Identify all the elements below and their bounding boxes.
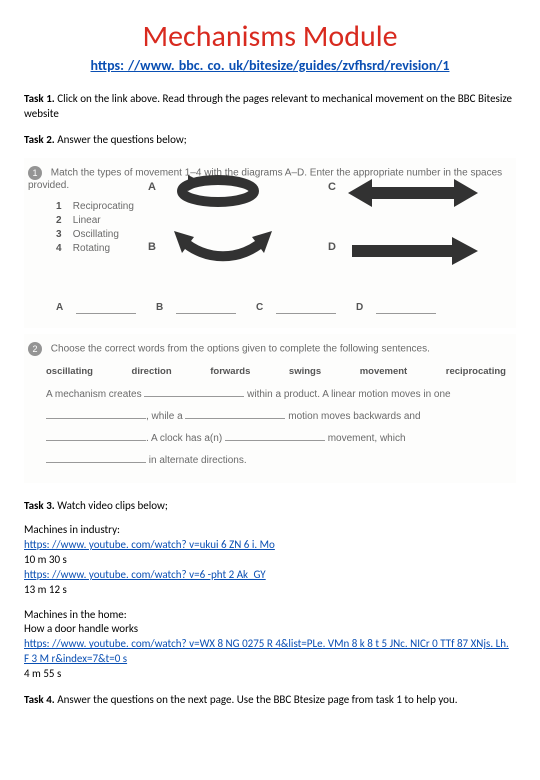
video-home-block: Machines in the home: How a door handle … bbox=[24, 608, 516, 682]
task-4-label: Task 4. bbox=[24, 693, 55, 706]
task-4-text: Answer the questions on the next page. U… bbox=[55, 693, 458, 706]
industry-heading: Machines in industry: bbox=[24, 523, 120, 536]
fill-blank[interactable] bbox=[144, 387, 244, 397]
task-3-text: Watch video clips below; bbox=[55, 499, 168, 512]
diagram-panel: A C B D bbox=[148, 169, 512, 284]
page-title: Mechanisms Module bbox=[24, 18, 516, 55]
task-1-text: Click on the link above. Read through th… bbox=[24, 92, 512, 120]
diagram-a-label: A bbox=[148, 181, 156, 193]
q2-text: Choose the correct words from the option… bbox=[51, 343, 430, 354]
answer-blank[interactable] bbox=[76, 302, 136, 314]
video-industry-block: Machines in industry: https: //www. yout… bbox=[24, 523, 516, 597]
diagram-c-icon bbox=[348, 177, 478, 207]
video-link-1[interactable]: https: //www. youtube. com/watch? v=ukui… bbox=[24, 538, 275, 551]
main-link[interactable]: https: //www. bbc. co. uk/bitesize/guide… bbox=[24, 57, 516, 74]
video-duration: 4 m 55 s bbox=[24, 667, 61, 680]
task-3: Task 3. Watch video clips below; bbox=[24, 499, 516, 514]
answer-blank[interactable] bbox=[376, 302, 436, 314]
fill-blank[interactable] bbox=[225, 431, 325, 441]
task-4: Task 4. Answer the questions on the next… bbox=[24, 693, 516, 708]
answer-blank[interactable] bbox=[276, 302, 336, 314]
task-1: Task 1. Click on the link above. Read th… bbox=[24, 92, 516, 122]
q1-badge: 1 bbox=[28, 166, 42, 180]
answer-blank[interactable] bbox=[176, 302, 236, 314]
q2-badge: 2 bbox=[28, 342, 42, 356]
question-2-block: 2 Choose the correct words from the opti… bbox=[24, 334, 516, 483]
video-duration: 13 m 12 s bbox=[24, 583, 67, 596]
question-1-block: 1 Match the types of movement 1–4 with t… bbox=[24, 158, 516, 328]
video-link-3[interactable]: https: //www. youtube. com/watch? v=WX 8… bbox=[24, 637, 509, 665]
task-2-label: Task 2. bbox=[24, 133, 55, 146]
fill-sentence: in alternate directions. bbox=[46, 451, 512, 470]
diagram-b-icon bbox=[168, 231, 278, 271]
fill-sentence: , while a motion moves backwards and bbox=[46, 407, 512, 426]
diagram-d-icon bbox=[348, 235, 478, 265]
diagram-a-icon bbox=[168, 171, 268, 211]
fill-blank[interactable] bbox=[46, 431, 146, 441]
fill-blank[interactable] bbox=[185, 409, 285, 419]
task-3-label: Task 3. bbox=[24, 499, 55, 512]
task-2-text: Answer the questions below; bbox=[55, 133, 187, 146]
fill-blank[interactable] bbox=[46, 453, 146, 463]
task-2: Task 2. Answer the questions below; bbox=[24, 133, 516, 148]
word-bank: oscillating direction forwards swings mo… bbox=[46, 366, 506, 377]
fill-sentence: . A clock has a(n) movement, which bbox=[46, 429, 512, 448]
home-heading: Machines in the home: bbox=[24, 608, 127, 621]
video-link-2[interactable]: https: //www. youtube. com/watch? v=6 -p… bbox=[24, 568, 266, 581]
task-1-label: Task 1. bbox=[24, 92, 55, 105]
video-duration: 10 m 30 s bbox=[24, 553, 67, 566]
diagram-d-label: D bbox=[328, 241, 336, 253]
diagram-c-label: C bbox=[328, 181, 336, 193]
fill-sentence: A mechanism creates within a product. A … bbox=[46, 385, 512, 404]
fill-blank[interactable] bbox=[46, 409, 146, 419]
answer-row: A B C D bbox=[56, 302, 512, 314]
diagram-b-label: B bbox=[148, 241, 156, 253]
home-subheading: How a door handle works bbox=[24, 622, 138, 635]
